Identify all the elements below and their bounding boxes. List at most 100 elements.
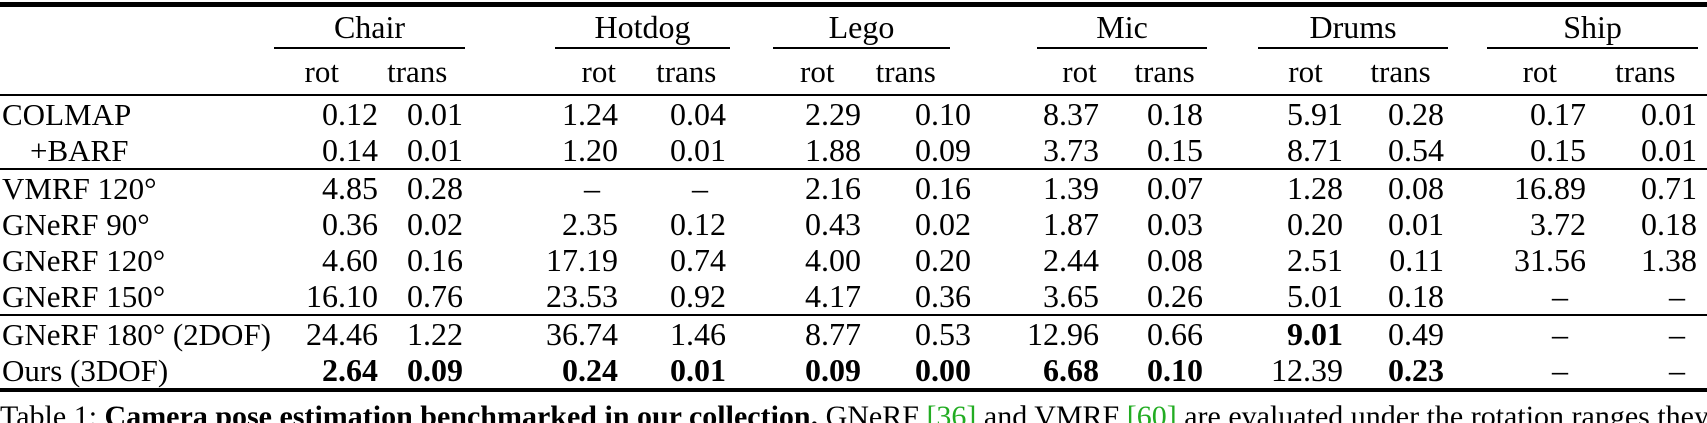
scene-group-underline: Mic (1037, 11, 1208, 49)
method-label: VMRF 120° (0, 168, 272, 206)
metric-cell: 0.12 (670, 206, 726, 242)
metric-cell: 1.28 (1207, 168, 1348, 206)
header-spacer (0, 5, 272, 50)
scene-group-label: Chair (333, 9, 406, 45)
metric-cell: 0.26 (1147, 278, 1204, 314)
metric-cell: 12.39 (1271, 352, 1344, 388)
metric-cell: 0.92 (670, 278, 726, 314)
metric-cell: 0.76 (407, 278, 463, 314)
table-row: GNeRF 150° 16.10 0.76 23.53 0.92 4.17 0.36 3.65… (0, 278, 1707, 315)
metric-cell: 1.38 (1641, 242, 1698, 278)
metric-cell: – (622, 168, 730, 206)
metric-cell: 0.18 (1147, 96, 1204, 132)
metric-cell: 0.36 (322, 206, 378, 242)
metric-header-pair: rot trans (1487, 49, 1698, 94)
metric-cell: 0.03 (1147, 206, 1204, 242)
table-row: GNeRF 90° 0.36 0.02 2.35 0.12 0.43 0.02 1.87 0.0… (0, 206, 1707, 242)
caption-text: are evaluated under the rotation ranges … (1184, 400, 1707, 423)
metric-cell: 9.01 (1207, 314, 1348, 352)
metric-cell: 0.16 (865, 168, 975, 206)
scene-group-underline: Drums (1258, 11, 1449, 49)
metric-cell: 0.14 (322, 132, 378, 168)
metric-header-pair: rot trans (773, 49, 950, 94)
metric-header-cell: rot trans (467, 49, 730, 96)
metric-header-cell: rot trans (272, 49, 467, 96)
metric-cell: 3.73 (1043, 132, 1099, 168)
metric-cell: 2.51 (1287, 242, 1344, 278)
scene-group-header: Mic (975, 5, 1208, 49)
metric-cell: – (1669, 352, 1686, 388)
caption-prefix: Table 1: (0, 400, 105, 423)
metric-header-label: trans (656, 54, 717, 89)
method-label: COLMAP (2, 96, 132, 132)
metric-cell: 0.02 (407, 206, 463, 242)
metric-header-cell: rot trans (1448, 49, 1707, 96)
metric-header-label: trans (1370, 54, 1431, 89)
metric-cell: 0.04 (670, 96, 726, 132)
metric-cell: 24.46 (272, 314, 382, 352)
metric-header-label: rot (581, 54, 616, 89)
metric-header-cell: rot trans (730, 49, 975, 96)
metric-cell: 5.01 (1287, 278, 1344, 314)
metric-cell: 0.08 (1147, 242, 1204, 278)
scene-group-underline: Hotdog (555, 11, 730, 49)
metric-cell: 0.74 (670, 242, 726, 278)
metric-cell: 12.96 (975, 314, 1103, 352)
metric-cell: 0.09 (805, 352, 861, 388)
method-label: GNeRF 180° (2DOF) (0, 314, 272, 352)
metric-cell: 31.56 (1514, 242, 1587, 278)
metric-cell: – (467, 168, 622, 206)
scene-group-underline: Lego (773, 11, 950, 49)
table-row: Ours (3DOF) 2.64 0.09 0.24 0.01 0.09 0.00 6.68 0… (0, 352, 1707, 390)
metric-cell: 0.18 (1388, 278, 1445, 314)
metric-cell: 0.07 (1103, 168, 1208, 206)
metric-cell: 1.39 (975, 168, 1103, 206)
metric-cell: 0.01 (670, 352, 726, 388)
metric-cell: 0.54 (1388, 132, 1445, 168)
metric-cell: 0.11 (1389, 242, 1445, 278)
metric-cell: 0.09 (407, 352, 463, 388)
metric-cell: 0.01 (407, 132, 463, 168)
metric-cell: 0.28 (382, 168, 467, 206)
metric-cell: – (1552, 352, 1569, 388)
method-label: Ours (3DOF) (2, 352, 169, 388)
scene-group-label: Ship (1563, 9, 1622, 45)
metric-cell: 8.37 (1043, 96, 1099, 132)
metric-header-label: trans (1134, 54, 1195, 89)
table-row: VMRF 120° 4.85 0.28– –2.16 0.16 1.39 0.07 1.28 0… (0, 168, 1707, 206)
table-caption: Table 1: Camera pose estimation benchmar… (0, 400, 1707, 423)
metric-cell: – (1448, 314, 1591, 352)
metric-cell: 0.24 (562, 352, 618, 388)
citation-link[interactable]: [60] (1126, 400, 1177, 423)
metric-cell: 0.49 (1347, 314, 1449, 352)
header-spacer (0, 49, 272, 96)
metric-cell: 0.15 (1147, 132, 1204, 168)
metric-header-label: rot (1288, 54, 1323, 89)
metric-cell: 0.00 (915, 352, 971, 388)
metric-cell: 1.88 (805, 132, 861, 168)
method-label: GNeRF 120° (2, 242, 166, 278)
metric-cell: 0.20 (915, 242, 971, 278)
metric-cell: 16.89 (1448, 168, 1591, 206)
metric-cell: 0.16 (407, 242, 463, 278)
metric-cell: 3.72 (1530, 206, 1587, 242)
metric-cell: 0.01 (1641, 96, 1698, 132)
metric-cell: 0.28 (1388, 96, 1445, 132)
metric-cell: 1.22 (382, 314, 467, 352)
citation-link[interactable]: [36] (926, 400, 977, 423)
scene-group-underline: Ship (1487, 9, 1699, 49)
metric-cell: 0.20 (1287, 206, 1344, 242)
metric-header-row: rot trans rot trans rot trans rot trans rot trans… (0, 49, 1707, 96)
metric-cell: 3.65 (1043, 278, 1099, 314)
metric-cell: 1.20 (562, 132, 618, 168)
metric-cell: 2.64 (322, 352, 378, 388)
metric-header-pair: rot trans (555, 49, 730, 94)
scene-group-underline: Chair (274, 11, 465, 49)
method-label: +BARF (30, 132, 129, 168)
metric-header-label: rot (1522, 54, 1557, 89)
metric-cell: 6.68 (1043, 352, 1099, 388)
results-table: Chair Hotdog Lego Mic Drums Ship rot trans rot t… (0, 2, 1707, 392)
metric-cell: 1.87 (1043, 206, 1099, 242)
metric-header-pair: rot trans (1037, 49, 1207, 94)
